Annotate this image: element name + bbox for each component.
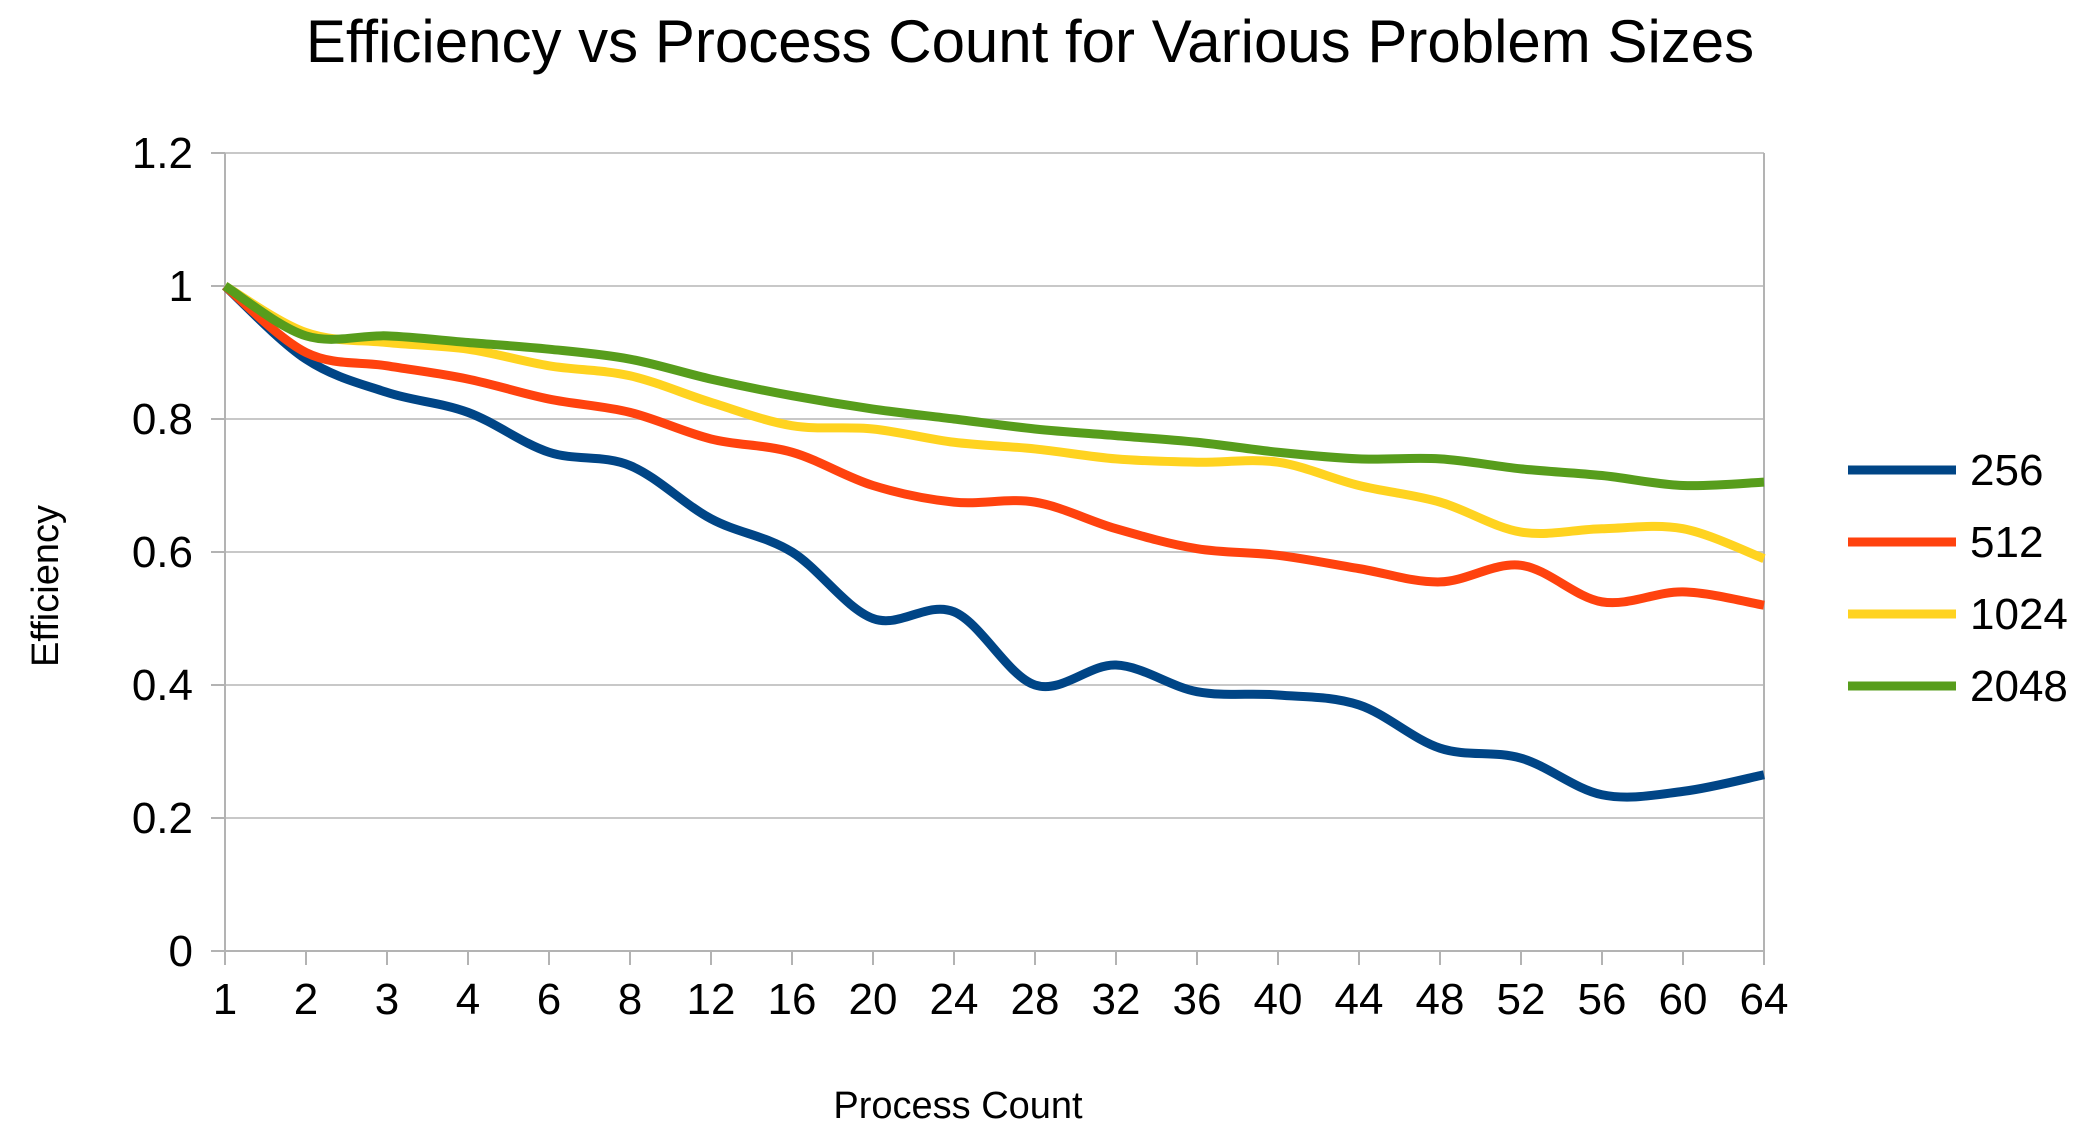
x-tick-label: 60 (1659, 975, 1708, 1024)
legend-label-256: 256 (1970, 446, 2043, 495)
x-tick-label: 44 (1335, 975, 1384, 1024)
series-line-1024 (222, 282, 1766, 563)
x-tick-label: 56 (1578, 975, 1627, 1024)
x-tick-label: 28 (1011, 975, 1060, 1024)
y-axis-title: Efficiency (25, 505, 67, 667)
x-tick-label: 4 (456, 975, 480, 1024)
x-tick-label: 24 (930, 975, 979, 1024)
series-line-256 (221, 282, 1765, 802)
y-tick-label: 0 (169, 927, 193, 976)
gridlines (225, 152, 1764, 819)
x-tick-label: 64 (1740, 975, 1789, 1024)
series-line-512 (222, 282, 1765, 610)
y-tick-label: 0.8 (132, 395, 193, 444)
x-tick-label: 3 (375, 975, 399, 1024)
x-tick-label: 16 (768, 975, 817, 1024)
series-lines (221, 282, 1766, 802)
y-tick-label: 0.2 (132, 794, 193, 843)
x-tick-label: 6 (537, 975, 561, 1024)
legend-label-1024: 1024 (1970, 590, 2068, 639)
x-axis-title: Process Count (833, 1085, 1083, 1127)
x-tick-label: 48 (1416, 975, 1465, 1024)
x-tick-label: 1 (213, 975, 237, 1024)
y-tick-label: 0.4 (132, 661, 193, 710)
legend-label-512: 512 (1970, 518, 2043, 567)
x-tick-label: 32 (1092, 975, 1141, 1024)
x-tick-label: 52 (1497, 975, 1546, 1024)
series-line-2048 (222, 282, 1765, 491)
x-tick-label: 12 (687, 975, 736, 1024)
y-tick-label: 1 (169, 262, 193, 311)
axes (211, 152, 1765, 965)
x-tick-label: 20 (849, 975, 898, 1024)
y-tick-label: 0.6 (132, 528, 193, 577)
legend-label-2048: 2048 (1970, 662, 2068, 711)
x-tick-label: 2 (294, 975, 318, 1024)
tick-labels: 00.20.40.60.811.21 2 3 4 6 8 12 16 20 24 28 32 36 40 4… (132, 129, 1789, 1024)
x-tick-label: 40 (1254, 975, 1303, 1024)
y-tick-label: 1.2 (132, 129, 193, 178)
x-tick-label: 8 (618, 975, 642, 1024)
x-tick-label: 36 (1173, 975, 1222, 1024)
chart-title: Efficiency vs Process Count for Various … (306, 8, 1754, 75)
legend: 256 512 1024 2048 (1848, 446, 2068, 711)
